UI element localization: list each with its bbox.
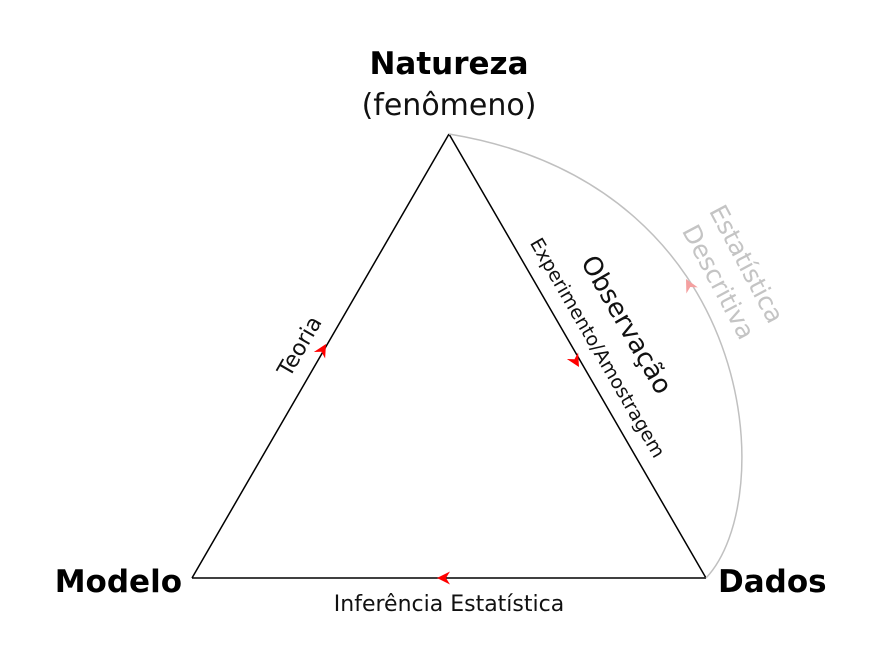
node-natureza-subtitle: (fenômeno) <box>362 88 537 123</box>
node-natureza-title: Natureza <box>369 46 528 82</box>
edge-descriptive-arc <box>448 133 743 579</box>
edge-theory-label: Teoria <box>273 312 328 382</box>
edge-inference-label: Inferência Estatística <box>334 592 564 617</box>
node-modelo-title: Modelo <box>55 564 182 600</box>
theory-arrow-icon <box>313 344 326 359</box>
edge-theory-line <box>191 133 450 579</box>
node-dados-title: Dados <box>718 564 827 600</box>
descriptive-arrow-icon <box>686 279 698 294</box>
inference-arrow-icon <box>437 571 450 585</box>
observation-arrow-icon <box>566 352 579 367</box>
